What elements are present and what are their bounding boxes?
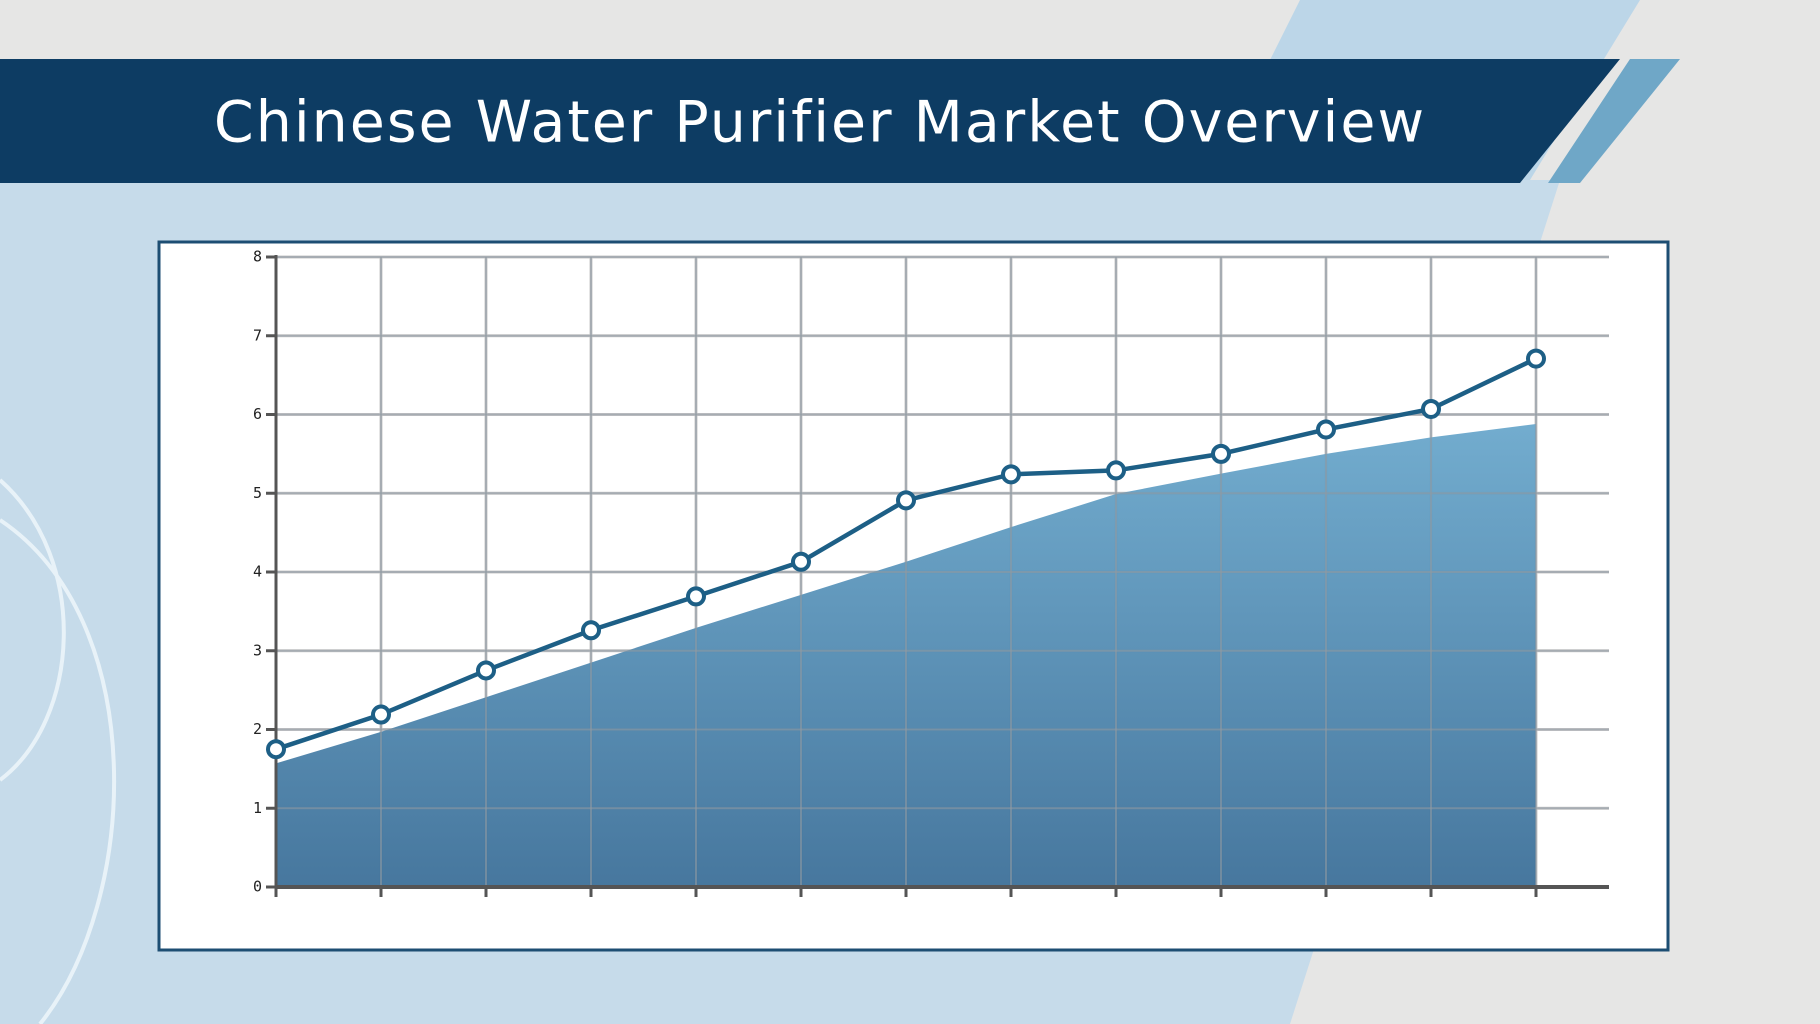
point [791,551,811,572]
y-tick-label: 8 [253,248,262,266]
y-tick-label: 5 [253,484,262,502]
point [896,490,916,511]
point [266,739,286,760]
chart-title: Chinese Water Purifier Market Overview [214,90,1426,156]
decor-curves [0,478,117,1024]
point [1211,443,1231,464]
y-tick-label: 6 [253,405,262,423]
point [1106,460,1126,481]
point [1421,398,1441,419]
point [686,586,706,607]
y-tick-label: 0 [253,878,262,896]
point [581,620,601,641]
point [1526,348,1546,369]
title-bar [0,59,1620,183]
y-tick-label: 2 [253,720,262,738]
y-tick-label: 3 [253,641,262,659]
y-tick-label: 4 [253,563,262,581]
y-tick-label: 7 [253,326,262,344]
y-tick-label: 1 [253,799,262,817]
point [371,704,391,725]
title-stripe [1548,59,1680,183]
point [1316,419,1336,440]
point [476,660,496,681]
point [1001,464,1021,485]
